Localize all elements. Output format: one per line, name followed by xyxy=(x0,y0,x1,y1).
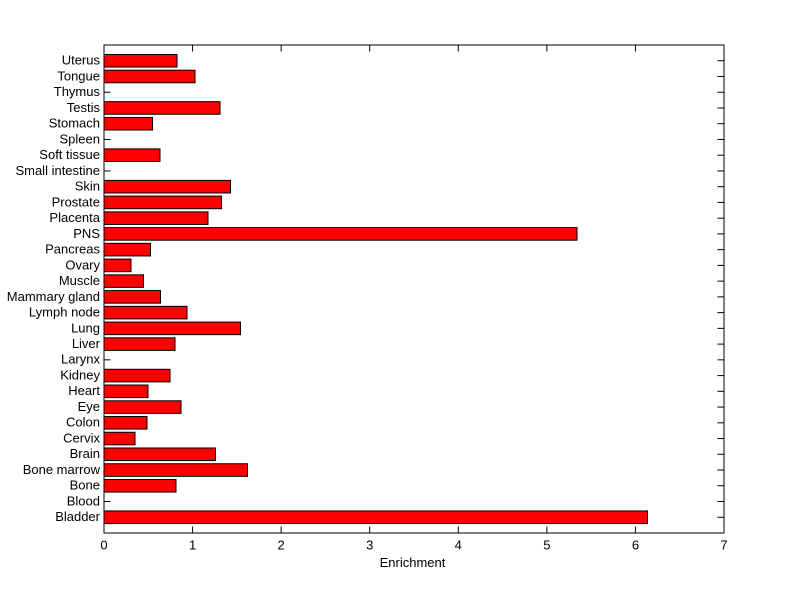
svg-text:1: 1 xyxy=(189,538,196,553)
svg-text:Brain: Brain xyxy=(70,446,100,461)
svg-text:Tongue: Tongue xyxy=(57,68,100,83)
svg-text:Bone marrow: Bone marrow xyxy=(23,462,101,477)
svg-text:5: 5 xyxy=(543,538,550,553)
svg-text:Eye: Eye xyxy=(78,399,100,414)
svg-text:PNS: PNS xyxy=(73,226,100,241)
svg-text:Mammary gland: Mammary gland xyxy=(7,289,100,304)
svg-text:Testis: Testis xyxy=(67,100,101,115)
svg-text:Prostate: Prostate xyxy=(52,194,100,209)
svg-text:3: 3 xyxy=(366,538,373,553)
svg-text:Stomach: Stomach xyxy=(49,116,100,131)
svg-text:Kidney: Kidney xyxy=(60,367,100,382)
svg-text:Placenta: Placenta xyxy=(49,210,100,225)
svg-text:4: 4 xyxy=(455,538,462,553)
svg-text:Enrichment: Enrichment xyxy=(380,555,446,570)
svg-text:Cervix: Cervix xyxy=(63,430,100,445)
svg-text:Lung: Lung xyxy=(71,320,100,335)
svg-text:Uterus: Uterus xyxy=(62,53,101,68)
svg-text:Lymph node: Lymph node xyxy=(29,305,100,320)
svg-text:Soft tissue: Soft tissue xyxy=(39,147,100,162)
svg-text:Bone: Bone xyxy=(70,478,100,493)
svg-text:Muscle: Muscle xyxy=(59,273,100,288)
svg-text:Ovary: Ovary xyxy=(65,257,100,272)
svg-text:Larynx: Larynx xyxy=(61,352,101,367)
svg-text:7: 7 xyxy=(720,538,727,553)
svg-text:2: 2 xyxy=(278,538,285,553)
svg-text:Colon: Colon xyxy=(66,415,100,430)
svg-text:Liver: Liver xyxy=(72,336,101,351)
svg-text:Spleen: Spleen xyxy=(60,131,100,146)
svg-text:6: 6 xyxy=(632,538,639,553)
svg-text:0: 0 xyxy=(100,538,107,553)
svg-text:Skin: Skin xyxy=(75,179,100,194)
svg-text:Pancreas: Pancreas xyxy=(45,242,100,257)
svg-text:Bladder: Bladder xyxy=(55,509,100,524)
svg-text:Blood: Blood xyxy=(67,493,100,508)
svg-text:Heart: Heart xyxy=(68,383,100,398)
svg-text:Thymus: Thymus xyxy=(54,84,101,99)
svg-text:Small intestine: Small intestine xyxy=(15,163,100,178)
